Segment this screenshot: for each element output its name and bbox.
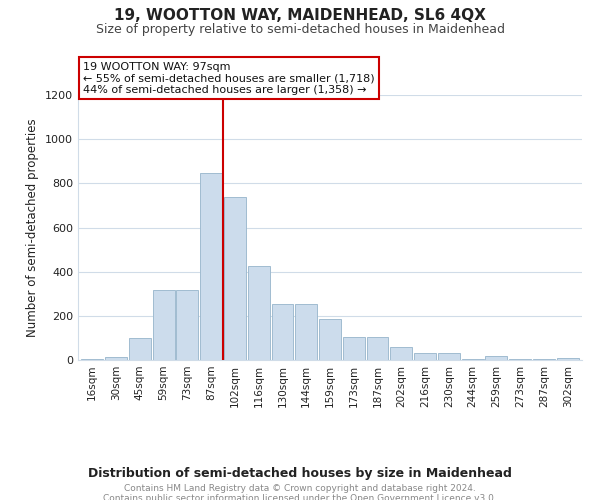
Bar xyxy=(152,290,175,360)
Bar xyxy=(509,359,531,360)
Bar xyxy=(319,319,341,360)
Bar xyxy=(176,290,198,360)
Bar xyxy=(533,359,555,360)
Text: Distribution of semi-detached houses by size in Maidenhead: Distribution of semi-detached houses by … xyxy=(88,468,512,480)
Bar xyxy=(414,354,436,360)
Bar xyxy=(82,359,103,360)
Bar xyxy=(462,359,484,360)
Bar xyxy=(272,304,293,360)
Bar xyxy=(391,347,412,360)
Y-axis label: Number of semi-detached properties: Number of semi-detached properties xyxy=(26,118,40,337)
Bar xyxy=(129,338,151,360)
Bar xyxy=(295,304,317,360)
Text: 19, WOOTTON WAY, MAIDENHEAD, SL6 4QX: 19, WOOTTON WAY, MAIDENHEAD, SL6 4QX xyxy=(114,8,486,22)
Bar xyxy=(224,196,246,360)
Text: Size of property relative to semi-detached houses in Maidenhead: Size of property relative to semi-detach… xyxy=(95,22,505,36)
Text: Contains HM Land Registry data © Crown copyright and database right 2024.
Contai: Contains HM Land Registry data © Crown c… xyxy=(103,484,497,500)
Text: 19 WOOTTON WAY: 97sqm
← 55% of semi-detached houses are smaller (1,718)
44% of s: 19 WOOTTON WAY: 97sqm ← 55% of semi-deta… xyxy=(83,62,374,95)
Bar xyxy=(367,337,388,360)
Bar xyxy=(200,174,222,360)
Bar xyxy=(557,358,578,360)
Bar xyxy=(485,356,508,360)
Bar xyxy=(438,354,460,360)
Bar xyxy=(343,337,365,360)
Bar xyxy=(248,266,269,360)
Bar xyxy=(105,356,127,360)
